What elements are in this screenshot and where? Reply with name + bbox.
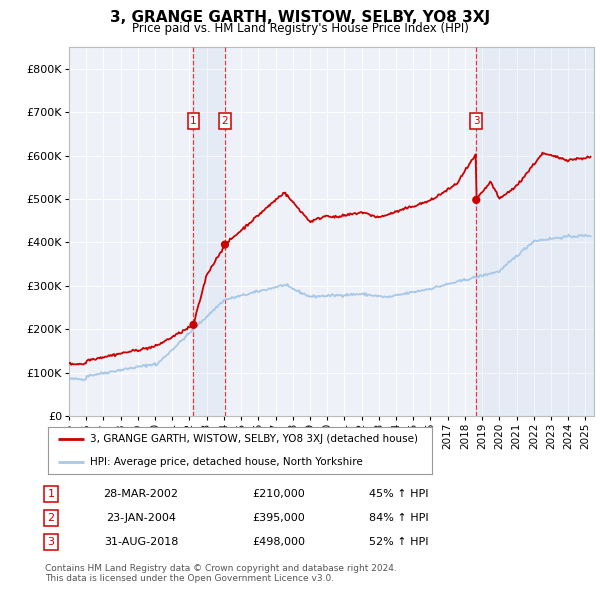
Text: 84% ↑ HPI: 84% ↑ HPI xyxy=(369,513,429,523)
Text: 28-MAR-2002: 28-MAR-2002 xyxy=(104,489,179,499)
Text: 45% ↑ HPI: 45% ↑ HPI xyxy=(369,489,429,499)
Text: Contains HM Land Registry data © Crown copyright and database right 2024.
This d: Contains HM Land Registry data © Crown c… xyxy=(45,563,397,583)
Text: 3: 3 xyxy=(47,537,55,547)
Text: £498,000: £498,000 xyxy=(253,537,305,547)
Bar xyxy=(476,47,594,416)
Point xyxy=(220,240,230,250)
Point xyxy=(472,195,481,205)
Text: 31-AUG-2018: 31-AUG-2018 xyxy=(104,537,178,547)
Text: 23-JAN-2004: 23-JAN-2004 xyxy=(106,513,176,523)
Text: Price paid vs. HM Land Registry's House Price Index (HPI): Price paid vs. HM Land Registry's House … xyxy=(131,22,469,35)
Bar xyxy=(193,47,225,416)
Text: 52% ↑ HPI: 52% ↑ HPI xyxy=(369,537,429,547)
Text: 2: 2 xyxy=(221,116,228,126)
Text: 2: 2 xyxy=(47,513,55,523)
Text: £210,000: £210,000 xyxy=(253,489,305,499)
Text: 3, GRANGE GARTH, WISTOW, SELBY, YO8 3XJ (detached house): 3, GRANGE GARTH, WISTOW, SELBY, YO8 3XJ … xyxy=(90,434,418,444)
Text: HPI: Average price, detached house, North Yorkshire: HPI: Average price, detached house, Nort… xyxy=(90,457,363,467)
Text: 1: 1 xyxy=(190,116,197,126)
Point xyxy=(188,320,198,330)
Text: £395,000: £395,000 xyxy=(253,513,305,523)
Text: 3, GRANGE GARTH, WISTOW, SELBY, YO8 3XJ: 3, GRANGE GARTH, WISTOW, SELBY, YO8 3XJ xyxy=(110,10,490,25)
Text: 3: 3 xyxy=(473,116,479,126)
Text: 1: 1 xyxy=(47,489,55,499)
